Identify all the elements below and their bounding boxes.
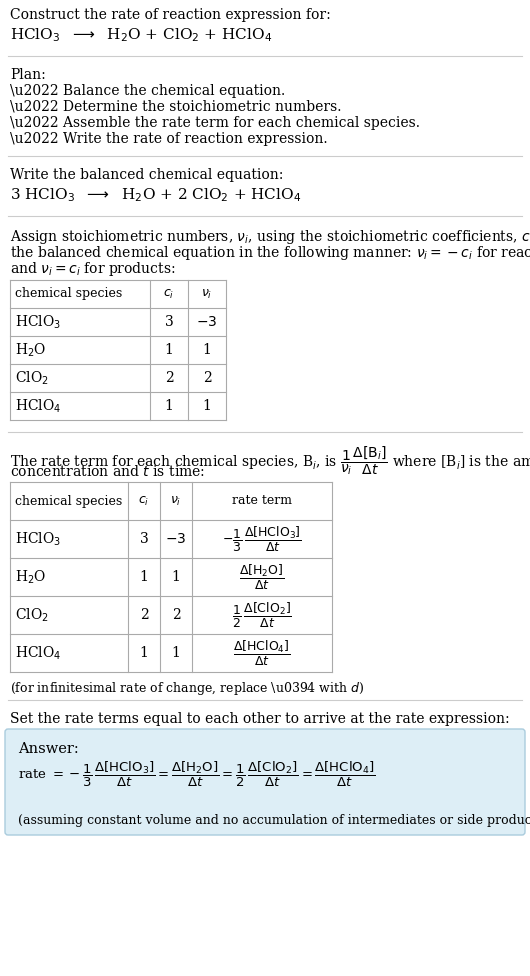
Text: Construct the rate of reaction expression for:: Construct the rate of reaction expressio… <box>10 8 331 22</box>
Text: $\dfrac{\Delta[\mathrm{H_2O}]}{\Delta t}$: $\dfrac{\Delta[\mathrm{H_2O}]}{\Delta t}… <box>239 562 285 591</box>
Text: 1: 1 <box>164 343 173 357</box>
Text: \u2022 Write the rate of reaction expression.: \u2022 Write the rate of reaction expres… <box>10 132 328 146</box>
Text: $c_i$: $c_i$ <box>138 495 149 508</box>
Text: 1: 1 <box>172 570 180 584</box>
Text: 1: 1 <box>139 570 148 584</box>
Text: 1: 1 <box>172 646 180 660</box>
Text: 3: 3 <box>139 532 148 546</box>
Text: 2: 2 <box>139 608 148 622</box>
Text: 3: 3 <box>165 315 173 329</box>
Text: HClO$_4$: HClO$_4$ <box>15 644 61 662</box>
Text: H$_2$O: H$_2$O <box>15 568 46 586</box>
Text: \u2022 Assemble the rate term for each chemical species.: \u2022 Assemble the rate term for each c… <box>10 116 420 130</box>
Text: Write the balanced chemical equation:: Write the balanced chemical equation: <box>10 168 284 182</box>
Text: 1: 1 <box>139 646 148 660</box>
FancyBboxPatch shape <box>5 729 525 835</box>
Text: $-3$: $-3$ <box>165 532 187 546</box>
Text: HClO$_4$: HClO$_4$ <box>15 397 61 415</box>
Text: 2: 2 <box>202 371 211 385</box>
Text: Answer:: Answer: <box>18 742 79 756</box>
Text: chemical species: chemical species <box>15 288 122 301</box>
Text: ClO$_2$: ClO$_2$ <box>15 606 49 624</box>
Text: concentration and $t$ is time:: concentration and $t$ is time: <box>10 464 205 479</box>
Text: chemical species: chemical species <box>15 495 122 508</box>
Text: rate term: rate term <box>232 495 292 508</box>
Text: (assuming constant volume and no accumulation of intermediates or side products): (assuming constant volume and no accumul… <box>18 814 530 827</box>
Text: HClO$_3$: HClO$_3$ <box>15 313 61 331</box>
Text: HClO$_3$: HClO$_3$ <box>15 530 61 548</box>
Text: the balanced chemical equation in the following manner: $\nu_i = -c_i$ for react: the balanced chemical equation in the fo… <box>10 244 530 262</box>
Text: Assign stoichiometric numbers, $\nu_i$, using the stoichiometric coefficients, $: Assign stoichiometric numbers, $\nu_i$, … <box>10 228 530 246</box>
Text: ClO$_2$: ClO$_2$ <box>15 369 49 386</box>
Text: H$_2$O: H$_2$O <box>15 342 46 359</box>
Text: $-\dfrac{1}{3}\,\dfrac{\Delta[\mathrm{HClO_3}]}{\Delta t}$: $-\dfrac{1}{3}\,\dfrac{\Delta[\mathrm{HC… <box>222 524 302 553</box>
Text: and $\nu_i = c_i$ for products:: and $\nu_i = c_i$ for products: <box>10 260 175 278</box>
Text: $\dfrac{\Delta[\mathrm{HClO_4}]}{\Delta t}$: $\dfrac{\Delta[\mathrm{HClO_4}]}{\Delta … <box>233 638 291 668</box>
Text: $c_i$: $c_i$ <box>163 288 174 301</box>
Text: \u2022 Balance the chemical equation.: \u2022 Balance the chemical equation. <box>10 84 285 98</box>
Text: The rate term for each chemical species, B$_i$, is $\dfrac{1}{\nu_i}\dfrac{\Delt: The rate term for each chemical species,… <box>10 444 530 476</box>
Text: rate $= -\dfrac{1}{3}\,\dfrac{\Delta[\mathrm{HClO_3}]}{\Delta t} = \dfrac{\Delta: rate $= -\dfrac{1}{3}\,\dfrac{\Delta[\ma… <box>18 760 376 790</box>
Text: 2: 2 <box>165 371 173 385</box>
Text: Plan:: Plan: <box>10 68 46 82</box>
Text: 1: 1 <box>202 343 211 357</box>
Text: $\nu_i$: $\nu_i$ <box>170 495 182 508</box>
Text: 1: 1 <box>164 399 173 413</box>
Text: \u2022 Determine the stoichiometric numbers.: \u2022 Determine the stoichiometric numb… <box>10 100 341 114</box>
Text: $-3$: $-3$ <box>196 315 218 329</box>
Text: Set the rate terms equal to each other to arrive at the rate expression:: Set the rate terms equal to each other t… <box>10 712 510 726</box>
Text: 3 HClO$_3$  $\longrightarrow$  H$_2$O + 2 ClO$_2$ + HClO$_4$: 3 HClO$_3$ $\longrightarrow$ H$_2$O + 2 … <box>10 186 301 204</box>
Text: 1: 1 <box>202 399 211 413</box>
Text: $\dfrac{1}{2}\,\dfrac{\Delta[\mathrm{ClO_2}]}{\Delta t}$: $\dfrac{1}{2}\,\dfrac{\Delta[\mathrm{ClO… <box>232 600 292 630</box>
Text: 2: 2 <box>172 608 180 622</box>
Text: HClO$_3$  $\longrightarrow$  H$_2$O + ClO$_2$ + HClO$_4$: HClO$_3$ $\longrightarrow$ H$_2$O + ClO$… <box>10 26 272 44</box>
Text: $\nu_i$: $\nu_i$ <box>201 288 213 301</box>
Text: (for infinitesimal rate of change, replace \u0394 with $d$): (for infinitesimal rate of change, repla… <box>10 680 365 697</box>
